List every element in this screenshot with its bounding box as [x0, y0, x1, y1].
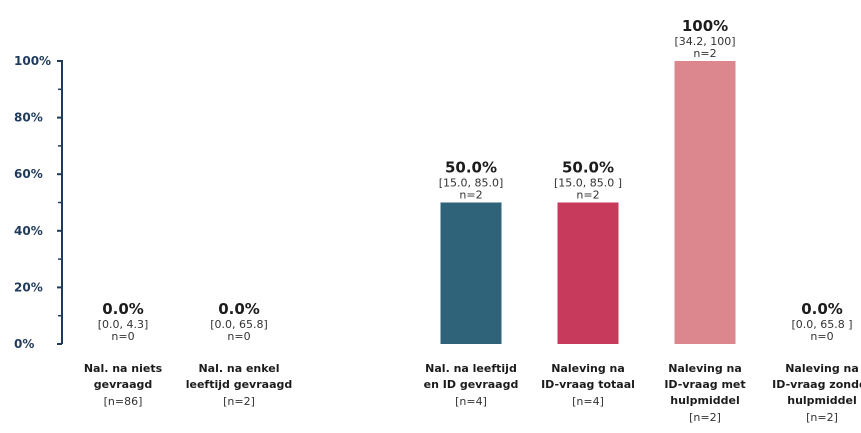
y-tick-label: 20% [14, 280, 43, 294]
bar-ci-label: [0.0, 65.8 ] [791, 318, 852, 331]
category-label-line: ID-vraag met [664, 378, 745, 391]
category-n-label: [n=4] [455, 395, 487, 408]
y-tick-label: 80% [14, 111, 43, 125]
bar-n-label: n=0 [111, 330, 134, 343]
bar-n-label: n=0 [810, 330, 833, 343]
bar-n-label: n=0 [227, 330, 250, 343]
category-label-line: gevraagd [94, 378, 153, 391]
bar-n-label: n=2 [576, 189, 599, 202]
bar-ci-label: [15.0, 85.0 ] [554, 177, 622, 190]
category-n-label: [n=2] [223, 395, 255, 408]
category-label-line: en ID gevraagd [424, 378, 519, 391]
bar-ci-label: [15.0, 85.0] [439, 177, 504, 190]
category-label-line: Naleving na [785, 362, 859, 375]
category-label-line: Nal. na niets [84, 362, 163, 375]
category-n-label: [n=2] [689, 411, 721, 424]
category-labels: Nal. na niets gevraagd [n=86] Nal. na enkel… [84, 362, 861, 424]
bar [440, 202, 502, 344]
bar-value-label: 50.0% [445, 159, 497, 177]
category-n-label: [n=2] [806, 411, 838, 424]
bar-ci-label: [0.0, 4.3] [98, 318, 149, 331]
category-label-line: hulpmiddel [787, 394, 857, 407]
category-n-label: [n=4] [572, 395, 604, 408]
bar-n-label: n=2 [459, 189, 482, 202]
bar-value-label: 0.0% [102, 300, 144, 318]
bar-value-label: 0.0% [218, 300, 260, 318]
bar [557, 202, 619, 344]
bar [674, 61, 736, 344]
category-label-line: hulpmiddel [670, 394, 740, 407]
bars [440, 61, 736, 344]
bar-n-label: n=2 [693, 47, 716, 60]
y-tick-label: 100% [14, 54, 51, 68]
category-label-line: Nal. na enkel [198, 362, 279, 375]
category-label-line: Naleving na [668, 362, 742, 375]
bar-ci-label: [34.2, 100] [674, 35, 735, 48]
category-label-line: ID-vraag totaal [541, 378, 635, 391]
bar-value-label: 0.0% [801, 300, 843, 318]
bar-value-label: 100% [682, 17, 728, 35]
y-tick-label: 60% [14, 167, 43, 181]
bar-labels: n=0[0.0, 4.3]0.0%n=0[0.0, 65.8]0.0%n=2[1… [98, 17, 853, 343]
bar-value-label: 50.0% [562, 159, 614, 177]
category-label-line: Naleving na [551, 362, 625, 375]
category-label-line: leeftijd gevraagd [186, 378, 293, 391]
category-label-line: ID-vraag zonder [772, 378, 861, 391]
category-n-label: [n=86] [104, 395, 143, 408]
y-tick-label: 40% [14, 224, 43, 238]
y-axis: 0% 20% 40% 60% 80% 100% [14, 54, 63, 351]
bar-ci-label: [0.0, 65.8] [210, 318, 268, 331]
y-tick-label: 0% [14, 337, 34, 351]
category-label-line: Nal. na leeftijd [425, 362, 517, 375]
